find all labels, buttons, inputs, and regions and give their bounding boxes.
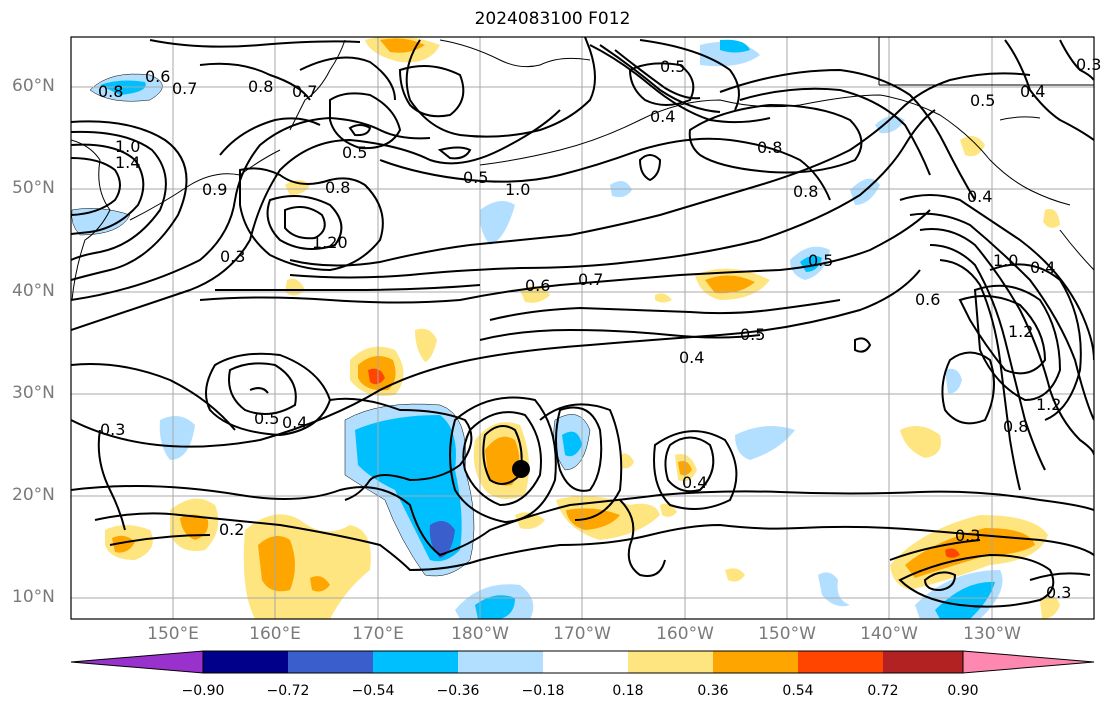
colorbar-segment	[628, 651, 713, 673]
lon-label: 180°W	[451, 624, 509, 644]
lat-label: 30°N	[12, 383, 55, 403]
lat-label: 20°N	[12, 485, 55, 505]
colorbar-tick-label: −0.54	[351, 683, 395, 699]
lon-label: 130°W	[963, 624, 1021, 644]
contour-label: 0.5	[660, 57, 685, 76]
contour-label: 0.4	[1030, 258, 1055, 277]
contour-label: 0.3	[1076, 55, 1101, 74]
lon-label: 150°W	[758, 624, 816, 644]
contour-label: 0.4	[1020, 82, 1045, 101]
lon-label: 150°E	[147, 624, 199, 644]
contour-label: 0.3	[220, 247, 245, 266]
contour-label: 0.2	[219, 520, 244, 539]
contour-label: 0.3	[955, 526, 980, 545]
colorbar-segment	[713, 651, 798, 673]
lat-label: 10°N	[12, 587, 55, 607]
lon-label: 160°W	[656, 624, 714, 644]
graticule	[71, 37, 1094, 619]
contour-label: 0.8	[325, 178, 350, 197]
colorbar-extend-right	[962, 650, 1095, 674]
colorbar-extend-left	[70, 650, 204, 674]
contour-label: 0.5	[970, 91, 995, 110]
contour-label: 0.5	[808, 251, 833, 270]
contour-label: 0.5	[463, 168, 488, 187]
colorbar-tick-label: −0.36	[436, 683, 480, 699]
contour-label: 0.7	[578, 270, 603, 289]
contour-label: 0.8	[1003, 417, 1028, 436]
colorbar-tick-label: 0.54	[782, 683, 814, 699]
contour-label: 0.4	[679, 348, 704, 367]
contour-label-layer: 0.6 0.7 0.8 0.8 0.7 1.0 1.4 0.9 0.5 0.8 …	[98, 55, 1101, 602]
contour-label: 0.4	[650, 107, 675, 126]
contour-label: 0.4	[282, 413, 307, 432]
contour-label: 1.0	[993, 251, 1018, 270]
contour-label: 0.3	[100, 420, 125, 439]
contour-label: 0.8	[793, 182, 818, 201]
colorbar-tick-label: 0.18	[612, 683, 644, 699]
lon-label: 140°W	[860, 624, 918, 644]
colorbar-segment	[458, 651, 543, 673]
colorbar-tick-label: 0.90	[947, 683, 979, 699]
contour-label: 0.7	[172, 79, 197, 98]
storm-center-marker	[512, 460, 530, 478]
colorbar	[70, 650, 1095, 674]
lon-label: 170°E	[352, 624, 404, 644]
lon-label: 160°E	[249, 624, 301, 644]
lat-label: 50°N	[12, 178, 55, 198]
contour-label: 1.0	[505, 180, 530, 199]
colorbar-tick-label: −0.72	[266, 683, 310, 699]
contour-label: 0.8	[98, 82, 123, 101]
colorbar-tick-label: 0.72	[867, 683, 899, 699]
contour-label: 0.6	[915, 290, 940, 309]
contour-label: 0.8	[757, 138, 782, 157]
colorbar-segment	[883, 651, 963, 673]
contour-label: 0.3	[1046, 583, 1071, 602]
contour-label: 0.5	[342, 143, 367, 162]
contour-label: 1.2	[1036, 395, 1061, 414]
contour-label: 0.8	[248, 77, 273, 96]
colorbar-tick-label: 0.36	[697, 683, 729, 699]
contour-label: 0.4	[682, 473, 707, 492]
colorbar-segment	[288, 651, 373, 673]
contour-label: 1.2	[1008, 322, 1033, 341]
contour-label: 1.20	[312, 233, 348, 252]
contour-label: 0.7	[292, 82, 317, 101]
lat-label: 60°N	[12, 76, 55, 96]
colorbar-segment	[543, 651, 628, 673]
contour-label: 0.6	[145, 67, 170, 86]
contour-label: 0.5	[740, 325, 765, 344]
lat-label: 40°N	[12, 281, 55, 301]
colorbar-tick-label: −0.18	[521, 683, 565, 699]
contour-label: 0.9	[202, 180, 227, 199]
plot-frame	[70, 36, 1095, 620]
colorbar-tick-label: −0.90	[181, 683, 225, 699]
contour-label: 0.4	[967, 187, 992, 206]
colorbar-segment	[373, 651, 458, 673]
contour-label: 0.6	[525, 276, 550, 295]
contour-lines	[71, 37, 1094, 608]
contour-label: 1.4	[115, 153, 140, 172]
contour-label: 0.5	[254, 409, 279, 428]
contour-label: 1.0	[115, 137, 140, 156]
colorbar-segment	[798, 651, 883, 673]
colorbar-segment	[203, 651, 288, 673]
lon-label: 170°W	[553, 624, 611, 644]
map-title: 2024083100 F012	[474, 9, 631, 29]
